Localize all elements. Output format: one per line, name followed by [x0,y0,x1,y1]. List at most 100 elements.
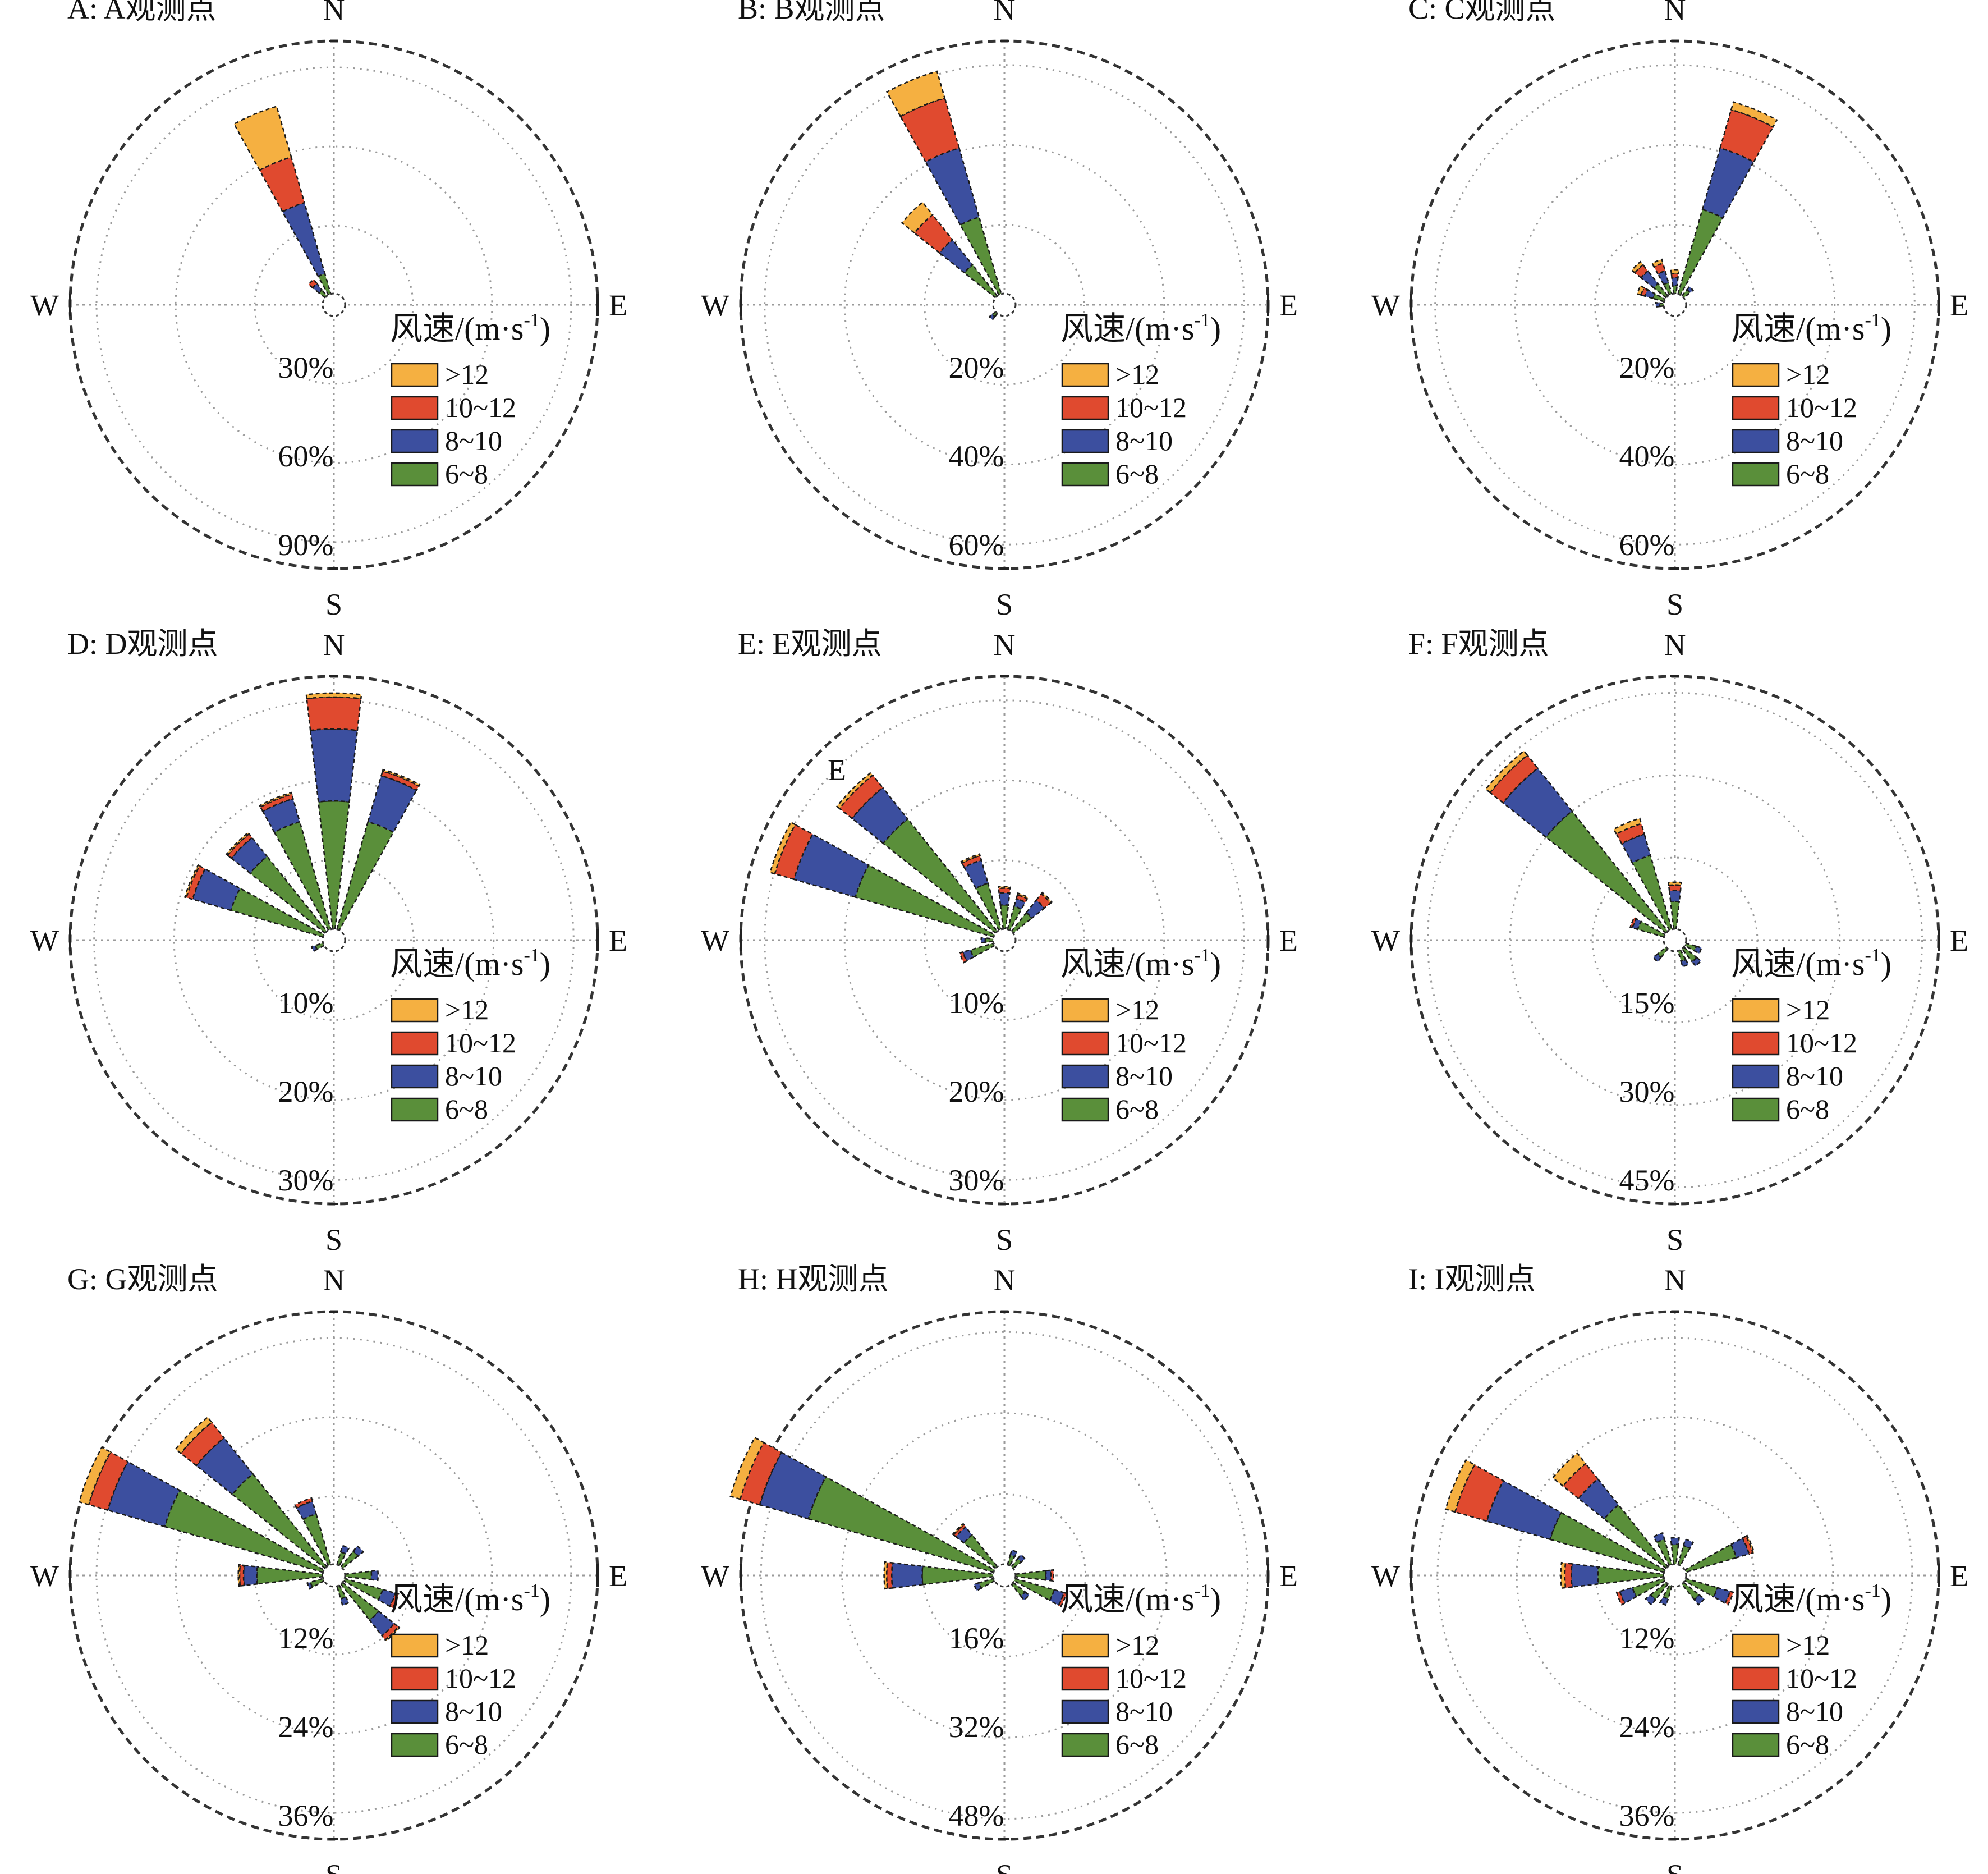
wind-rose-panel-b: B: B观测点 N S W E 20% 40% 60% 风速/(m·s-1) >1210~128~… [701,0,1298,621]
wind-segment-12-dir-292.5 [78,1446,112,1506]
legend-label-12: >12 [1115,1629,1159,1661]
wind-segment-8-10-dir-247.5 [310,944,318,952]
ring-label-30: 30% [949,1163,1004,1197]
legend-label-8-10: 8~10 [1115,1696,1173,1727]
compass-label-e: E [1950,288,1968,322]
ring-label-40: 40% [949,439,1004,473]
wind-segment-8-10-dir-337.5 [924,147,980,226]
wind-segment-8-10-dir-315 [230,836,268,874]
legend-label-6-8: 6~8 [445,1729,488,1760]
compass-label-n: N [994,1263,1016,1297]
legend-title: 风速/(m·s-1) [390,310,550,347]
legend-title-close: ) [1210,946,1221,982]
legend-swatch-12 [1061,363,1109,387]
wind-segment-12-dir-22.5 [382,768,421,787]
wind-segment-12-dir-337.5 [1613,817,1642,835]
legend-title-close: ) [1210,310,1221,347]
wind-segment-12-dir-315 [901,201,934,234]
wind-segment-10-12-dir-337.5 [1615,823,1646,845]
legend-title-sup: -1 [1865,945,1880,966]
wind-rose-panel-f: F: F观测点 N S W E 15% 30% 45% 风速/(m·s-1) >1210~128~… [1371,627,1968,1257]
wind-segment-8-10-dir-135 [1020,1591,1030,1601]
wind-segment-12-dir-292.5 [1636,285,1645,296]
legend-label-12: >12 [445,359,489,390]
wind-segment-12-dir-337.5 [233,106,292,171]
legend-label-8-10: 8~10 [445,1060,502,1092]
compass-label-e: E [1950,924,1968,957]
wind-segment-6-8-dir-292.5 [1549,1511,1666,1574]
ring-20 [843,779,1165,1101]
ring-30 [764,699,1245,1181]
compass-label-s: S [996,1223,1013,1257]
wind-segment-8-10-dir-22.5 [1682,1538,1695,1550]
ring-10 [253,859,415,1021]
legend-label-8-10: 8~10 [1115,1060,1173,1092]
compass-label-e: E [1950,1559,1968,1593]
wind-segment-12-dir-67.5 [1744,1534,1755,1554]
legend-swatch-12 [1061,998,1109,1023]
panel-title: G: G观测点 [67,1262,218,1296]
ring-label-10: 10% [949,986,1004,1020]
wind-segment-12-dir-292.5 [769,821,796,875]
wind-segment-8-10-dir-90 [1045,1569,1052,1582]
ring-30 [93,699,575,1181]
legend-label-8-10: 8~10 [445,425,502,456]
compass-label-n: N [1664,0,1686,26]
wind-segment-6-8-dir-0 [1669,900,1681,930]
wind-rose-panel-h: H: H观测点 N S W E 16% 32% 48% 风速/(m·s-1) >1210~128~… [701,1262,1298,1874]
wind-segment-10-12-dir-337.5 [899,97,960,163]
compass-label-s: S [1666,1858,1683,1874]
legend-title-sup: -1 [1865,310,1880,331]
legend-label-12: >12 [1115,359,1159,390]
ring-label-48: 48% [949,1799,1004,1832]
wind-segment-12-dir-315 [835,771,874,810]
ring-label-36: 36% [278,1799,334,1832]
legend-label-10-12: 10~12 [445,1662,516,1694]
legend-label-6-8: 6~8 [445,1093,488,1125]
ring-label-30: 30% [1619,1075,1675,1108]
wind-segment-6-8-dir-247.5 [309,1577,325,1588]
wind-segment-10-12-dir-90 [1050,1569,1054,1582]
wind-segment-12-dir-315 [952,1523,965,1536]
wind-segment-6-8-dir-270 [1597,1566,1665,1585]
legend-swatch-8-10 [1732,429,1780,453]
wind-segment-6-8-dir-157.5 [336,1584,347,1600]
wind-segment-6-8-dir-22.5 [336,1551,347,1567]
wind-segment-8-10-dir-292.5 [107,1460,181,1528]
legend-swatch-12 [1732,998,1780,1023]
legend-label-12: >12 [1786,994,1830,1025]
wind-segment-8-10-dir-157.5 [1680,959,1689,968]
legend-title-close: ) [1210,1581,1221,1618]
legend-label-10-12: 10~12 [1115,392,1187,423]
panel-title: E: E观测点 [738,627,881,661]
wind-segment-10-12-dir-292.5 [1629,917,1637,929]
wind-segment-10-12-dir-247.5 [959,951,968,964]
compass-label-n: N [994,0,1016,26]
ring-60 [1434,64,1916,546]
legend-swatch-12 [1732,1633,1780,1658]
wind-segment-6-8-dir-90 [344,1570,373,1580]
legend-label-10-12: 10~12 [1786,392,1857,423]
wind-segment-8-10-dir-45 [1017,1554,1026,1563]
legend-label-6-8: 6~8 [1786,1729,1829,1760]
legend-title: 风速/(m·s-1) [390,945,550,982]
wind-segment-8-10-dir-135 [1691,956,1702,967]
wind-segment-10-12-dir-315 [307,278,318,289]
legend-swatch-6-8 [1061,462,1109,487]
legend-swatch-10-12 [391,1031,439,1056]
ring-label-60: 60% [278,439,334,473]
wind-segment-6-8-dir-247.5 [970,942,996,958]
legend-label-8-10: 8~10 [1786,1696,1843,1727]
wind-segment-12-dir-292.5 [729,1436,765,1500]
ring-label-45: 45% [1619,1163,1675,1197]
ring-label-20: 20% [1619,351,1675,384]
ring-30 [1509,774,1841,1106]
ring-label-10: 10% [278,986,334,1020]
ring-label-15: 15% [1619,986,1675,1020]
legend-swatch-12 [391,363,439,387]
legend-label-8-10: 8~10 [1786,1060,1843,1092]
